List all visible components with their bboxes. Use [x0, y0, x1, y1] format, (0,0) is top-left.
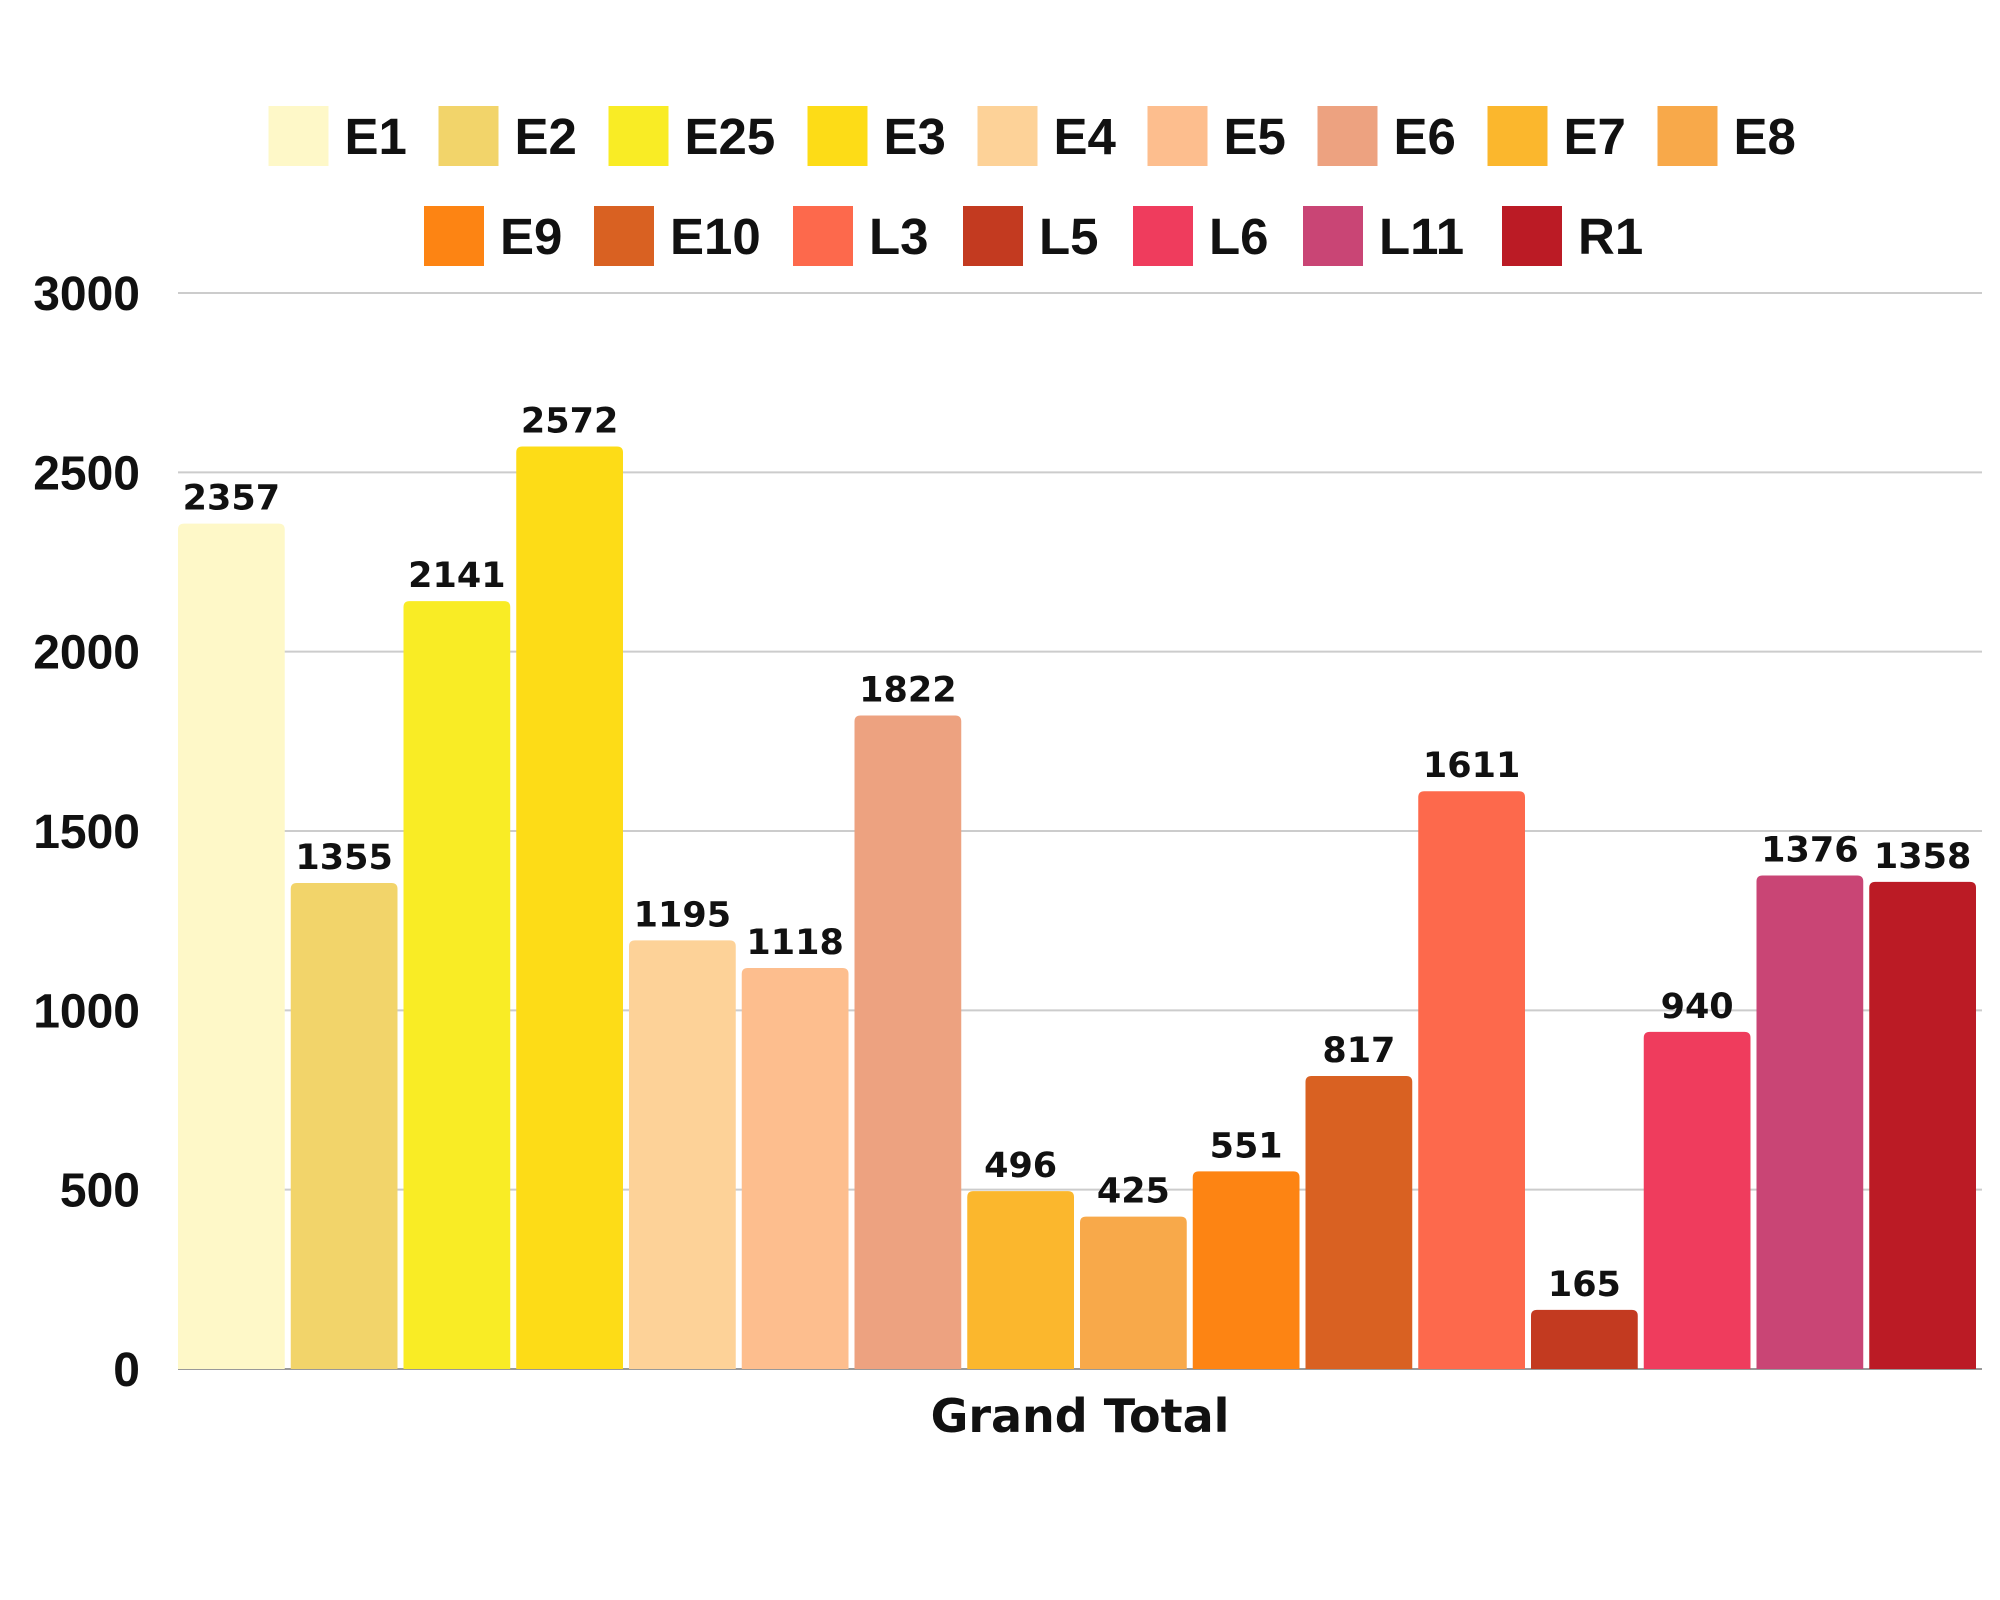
legend-item-l6: L6 — [1133, 206, 1269, 266]
bar-e25 — [403, 601, 511, 1369]
legend-label-l11: L11 — [1379, 208, 1464, 265]
bar-e2 — [290, 883, 398, 1369]
legend-label-e5: E5 — [1224, 108, 1286, 165]
bar-value-label-e25: 2141 — [408, 556, 505, 596]
bar-l11 — [1756, 875, 1864, 1369]
bar-e9 — [1192, 1171, 1300, 1369]
legend-swatch-l6 — [1133, 206, 1193, 266]
legend: E1 E2 E25 E3 E4 E5 E6 E7 E8 E9 E10 L3 L5 L6 L11 R1 — [268, 106, 1796, 266]
legend-item-e10: E10 — [594, 206, 761, 266]
y-axis-ticks: 0 500 1000 1500 2000 2500 3000 — [33, 268, 140, 1397]
bar-value-label-e5: 1118 — [746, 923, 843, 963]
legend-item-e7: E7 — [1487, 106, 1626, 166]
legend-item-e25: E25 — [608, 106, 776, 166]
legend-swatch-l3 — [793, 206, 853, 266]
bar-value-label-e2: 1355 — [295, 838, 392, 878]
legend-label-l6: L6 — [1209, 208, 1269, 265]
legend-label-e25: E25 — [685, 108, 776, 165]
legend-item-l11: L11 — [1303, 206, 1464, 266]
bar-value-label-l11: 1376 — [1761, 830, 1858, 870]
legend-item-e8: E8 — [1657, 106, 1796, 166]
legend-item-e2: E2 — [438, 106, 577, 166]
bar-value-label-e1: 2357 — [183, 479, 280, 519]
bar-e1 — [178, 523, 285, 1369]
y-tick-label-1000: 1000 — [33, 985, 140, 1038]
bar-e10 — [1305, 1075, 1413, 1369]
legend-label-e7: E7 — [1564, 108, 1626, 165]
bar-e7 — [967, 1191, 1074, 1369]
bar-e5 — [741, 968, 849, 1369]
bar-e6 — [854, 715, 962, 1369]
legend-item-l5: L5 — [963, 206, 1099, 266]
bar-value-labels: 2357 1355 2141 2572 1195 1118 1822 496 425 551 817… — [183, 402, 1972, 1305]
legend-item-l3: L3 — [793, 206, 929, 266]
legend-label-e8: E8 — [1734, 108, 1796, 165]
legend-label-e3: E3 — [884, 108, 946, 165]
bar-value-label-l6: 940 — [1661, 987, 1734, 1027]
y-tick-label-1500: 1500 — [33, 806, 140, 859]
legend-swatch-e3 — [807, 106, 868, 166]
legend-label-l3: L3 — [869, 208, 929, 265]
legend-item-e5: E5 — [1147, 106, 1286, 166]
legend-item-e4: E4 — [977, 106, 1117, 166]
bar-value-label-l5: 165 — [1548, 1265, 1621, 1305]
bar-value-label-e9: 551 — [1210, 1126, 1283, 1166]
y-tick-label-2500: 2500 — [33, 447, 140, 500]
legend-swatch-e5 — [1147, 106, 1208, 166]
legend-label-e1: E1 — [345, 108, 407, 165]
legend-swatch-e4 — [977, 106, 1038, 166]
bar-l3 — [1418, 791, 1525, 1369]
bar-value-label-e8: 425 — [1097, 1172, 1170, 1212]
y-tick-label-3000: 3000 — [33, 268, 140, 321]
legend-label-e10: E10 — [670, 208, 761, 265]
legend-item-e1: E1 — [268, 106, 407, 166]
bars — [178, 446, 1976, 1369]
legend-swatch-e9 — [424, 206, 484, 266]
legend-label-e4: E4 — [1054, 108, 1117, 165]
legend-swatch-l5 — [963, 206, 1023, 266]
legend-swatch-e1 — [268, 106, 329, 166]
bar-l5 — [1531, 1309, 1638, 1369]
y-tick-label-0: 0 — [113, 1344, 140, 1397]
legend-label-r1: R1 — [1578, 208, 1643, 265]
legend-item-e3: E3 — [807, 106, 946, 166]
bar-value-label-l3: 1611 — [1423, 746, 1520, 786]
legend-item-e6: E6 — [1317, 106, 1456, 166]
legend-swatch-e8 — [1657, 106, 1718, 166]
legend-swatch-e6 — [1317, 106, 1378, 166]
bar-value-label-e7: 496 — [984, 1146, 1057, 1186]
bar-value-label-e3: 2572 — [521, 402, 618, 442]
legend-label-e9: E9 — [500, 208, 562, 265]
legend-item-r1: R1 — [1502, 206, 1643, 266]
x-axis-label: Grand Total — [931, 1389, 1230, 1443]
legend-swatch-r1 — [1502, 206, 1562, 266]
bar-e4 — [629, 940, 736, 1369]
legend-swatch-e10 — [594, 206, 654, 266]
legend-label-e6: E6 — [1394, 108, 1456, 165]
bar-e8 — [1080, 1216, 1187, 1369]
bar-value-label-e6: 1822 — [859, 671, 956, 711]
legend-swatch-e7 — [1487, 106, 1548, 166]
legend-item-e9: E9 — [424, 206, 562, 266]
bar-value-label-r1: 1358 — [1874, 837, 1971, 877]
legend-label-l5: L5 — [1039, 208, 1099, 265]
bar-e3 — [516, 446, 623, 1369]
legend-swatch-e2 — [438, 106, 499, 166]
legend-swatch-l11 — [1303, 206, 1363, 266]
bar-l6 — [1643, 1031, 1751, 1369]
legend-swatch-e25 — [608, 106, 669, 166]
bar-value-label-e10: 817 — [1322, 1031, 1395, 1071]
bar-value-label-e4: 1195 — [634, 895, 731, 935]
y-tick-label-500: 500 — [60, 1165, 140, 1218]
legend-label-e2: E2 — [515, 108, 577, 165]
y-tick-label-2000: 2000 — [33, 627, 140, 680]
bar-r1 — [1869, 881, 1976, 1369]
